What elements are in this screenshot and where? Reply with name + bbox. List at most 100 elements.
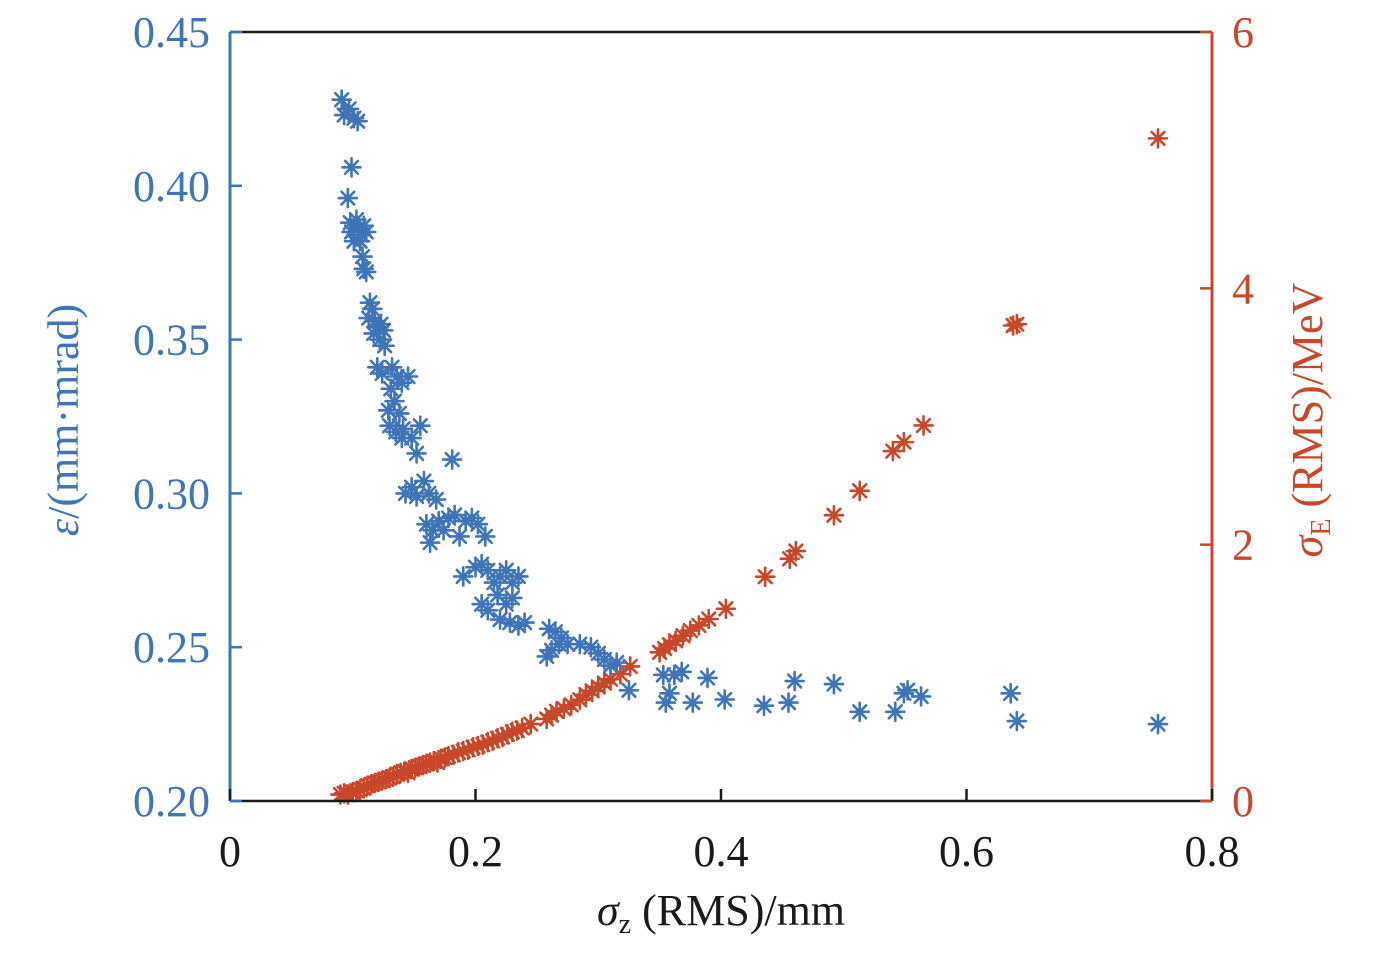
energy-spread-point (659, 634, 680, 655)
emittance-point (422, 520, 443, 541)
x-axis-title: σz (RMS)/mm (597, 886, 845, 940)
energy-spread-point (882, 440, 904, 462)
energy-spread-point (779, 548, 801, 570)
energy-spread-point (610, 663, 631, 685)
emittance-point (355, 221, 377, 243)
energy-spread-point (680, 620, 701, 641)
energy-spread-point (575, 684, 597, 705)
energy-spread-point (600, 668, 621, 690)
emittance-point (885, 701, 906, 723)
emittance-point (397, 366, 419, 387)
emittance-point (389, 403, 410, 424)
y-left-tick-label: 0.30 (133, 469, 210, 518)
emittance-point (618, 679, 640, 701)
energy-spread-point (482, 730, 503, 752)
x-tick-label: 0.4 (694, 827, 749, 876)
emittance-point (355, 261, 377, 283)
emittance-point (444, 504, 465, 526)
x-tick-label: 0.2 (448, 827, 503, 876)
emittance-point (381, 356, 403, 378)
emittance-point (419, 532, 441, 553)
emittance-point (409, 415, 431, 437)
emittance-point (477, 560, 499, 581)
y-axis-left-title: ε/(mm·mrad) (39, 304, 88, 536)
emittance-point (449, 526, 470, 547)
emittance-point (391, 427, 413, 449)
emittance-point (406, 486, 427, 507)
emittance-point (499, 612, 521, 633)
emittance-point (353, 215, 375, 237)
emittance-point (359, 292, 381, 313)
emittance-point (778, 692, 799, 713)
y-right-tick-label: 4 (1232, 264, 1254, 313)
emittance-point (659, 683, 680, 704)
energy-spread-point (506, 720, 528, 741)
emittance-point (495, 560, 517, 581)
emittance-point (1006, 710, 1028, 732)
emittance-point (538, 618, 560, 640)
y-right-tick-label: 6 (1232, 8, 1254, 57)
emittance-point (653, 664, 674, 686)
x-tick-label: 0.8 (1185, 827, 1240, 876)
emittance-point (536, 646, 557, 667)
emittance-point (508, 566, 529, 587)
y-left-tick-label: 0.40 (133, 162, 210, 211)
energy-spread-point (754, 566, 776, 588)
energy-spread-point (497, 724, 518, 745)
emittance-point (477, 599, 499, 621)
energy-spread-point (688, 615, 710, 636)
emittance-point (331, 89, 353, 110)
emittance-point (1147, 713, 1169, 735)
emittance-point (438, 507, 459, 529)
energy-spread-point (619, 656, 641, 677)
y-right-tick-label: 0 (1232, 777, 1254, 826)
emittance-point (352, 246, 373, 267)
emittance-point (425, 489, 447, 510)
emittance-point (370, 313, 392, 335)
emittance-point (406, 443, 427, 464)
emittance-point (455, 510, 476, 532)
emittance-point (347, 110, 368, 132)
emittance-point (823, 673, 845, 695)
emittance-point (374, 335, 395, 357)
emittance-point (428, 510, 449, 532)
emittance-point (433, 520, 454, 541)
x-tick-label: 0.6 (939, 827, 994, 876)
emittance-point (569, 633, 591, 655)
emittance-point (349, 230, 371, 252)
energy-spread-point (913, 415, 934, 436)
emittance-point (548, 633, 570, 655)
energy-spread-point (492, 726, 513, 748)
series-right-markers (330, 128, 1169, 805)
energy-spread-point (472, 734, 494, 755)
emittance-point (514, 612, 535, 633)
emittance-point (508, 615, 529, 636)
emittance-point (655, 692, 677, 713)
energy-spread-point (715, 598, 737, 620)
y-right-tick-label: 2 (1232, 521, 1254, 570)
energy-spread-point (672, 625, 694, 646)
emittance-point (358, 307, 380, 329)
emittance-point (753, 695, 775, 716)
energy-spread-point (893, 431, 915, 453)
emittance-point (384, 390, 405, 412)
emittance-point (401, 476, 422, 498)
emittance-point (465, 556, 486, 578)
x-ticks: 0 0.2 0.4 0.6 0.8 (219, 789, 1240, 876)
y-left-tick-label: 0.25 (133, 623, 210, 672)
emittance-point (664, 664, 685, 686)
energy-spread-point (546, 700, 567, 722)
y-left-tick-label: 0.35 (133, 316, 210, 365)
emittance-point (452, 566, 474, 587)
energy-spread-point (553, 698, 575, 720)
energy-spread-point (1006, 313, 1028, 335)
emittance-point (1000, 683, 1021, 704)
emittance-point (413, 470, 435, 492)
energy-spread-point (594, 672, 615, 694)
emittance-point (671, 661, 693, 683)
energy-spread-point (698, 608, 720, 630)
emittance-point (380, 378, 402, 400)
energy-spread-point (1147, 128, 1169, 149)
emittance-point (489, 609, 511, 630)
